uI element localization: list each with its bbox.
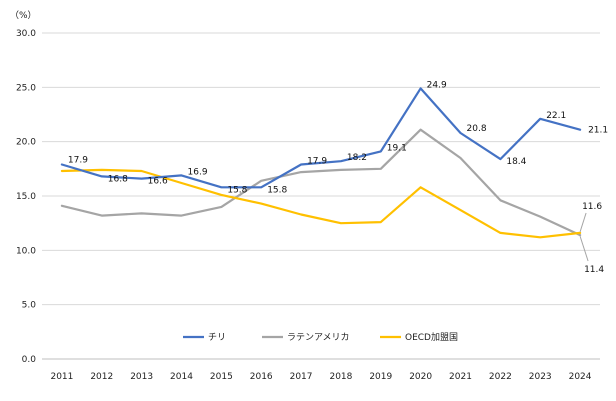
series-line [60, 168, 582, 239]
data-label: 18.2 [347, 153, 367, 163]
x-tick-label: 2023 [529, 372, 552, 382]
data-label: 18.4 [506, 157, 526, 167]
data-label: 21.1 [588, 126, 608, 136]
data-labels: 17.9 16.8 16.6 16.9 15.8 15.8 17.9 18.2 19.1 24.9… [68, 80, 608, 275]
legend: チリ ラテンアメリカ OECD加盟国 [183, 332, 458, 343]
y-tick-label: 20.0 [16, 138, 36, 148]
x-tick-label: 2021 [449, 372, 472, 382]
data-label: 17.9 [68, 155, 88, 165]
x-tick-label: 2019 [369, 372, 392, 382]
data-label: 17.9 [307, 156, 327, 166]
x-tick-label: 2017 [290, 372, 313, 382]
y-tick-label: 5.0 [22, 301, 37, 311]
data-label: 15.8 [267, 185, 287, 195]
x-tick-label: 2022 [489, 372, 512, 382]
y-tick-label: 15.0 [16, 192, 36, 202]
legend-entry: チリ [208, 332, 226, 343]
data-label: 16.9 [188, 167, 208, 177]
legend-entry: OECD加盟国 [405, 332, 458, 343]
legend-entry: ラテンアメリカ [287, 332, 350, 343]
x-tick-label: 2013 [130, 372, 153, 382]
x-tick-label: 2018 [329, 372, 352, 382]
data-label: 24.9 [427, 80, 447, 90]
y-tick-label: 0.0 [22, 355, 37, 365]
data-label: 16.6 [148, 177, 168, 187]
leader-line [579, 212, 587, 233]
y-tick-label: 25.0 [16, 83, 36, 93]
data-label: 20.8 [467, 124, 487, 134]
x-axis-ticks: 2011 2012 2013 2014 2015 2016 2017 2018 2019 2020… [50, 372, 591, 382]
data-label: 11.4 [584, 265, 604, 275]
data-label: 15.8 [227, 185, 247, 195]
x-tick-label: 2024 [569, 372, 592, 382]
series-line [60, 128, 582, 237]
y-tick-label: 30.0 [16, 29, 36, 39]
leader-line [579, 235, 589, 262]
y-axis-unit-label: （%） [10, 10, 37, 21]
data-label: 19.1 [387, 143, 407, 153]
data-label: 22.1 [546, 111, 566, 121]
gridlines [42, 32, 600, 360]
x-tick-label: 2012 [90, 372, 113, 382]
data-label: 11.6 [582, 202, 602, 212]
data-label: 16.8 [108, 174, 128, 184]
x-tick-label: 2016 [250, 372, 273, 382]
x-tick-label: 2015 [210, 372, 233, 382]
x-tick-label: 2020 [409, 372, 432, 382]
y-tick-label: 10.0 [16, 246, 36, 256]
x-tick-label: 2011 [50, 372, 73, 382]
x-tick-label: 2014 [170, 372, 193, 382]
series-line [60, 87, 582, 189]
series-lines [60, 87, 582, 239]
y-axis-ticks: 0.0 5.0 10.0 15.0 20.0 25.0 30.0 [16, 29, 36, 365]
